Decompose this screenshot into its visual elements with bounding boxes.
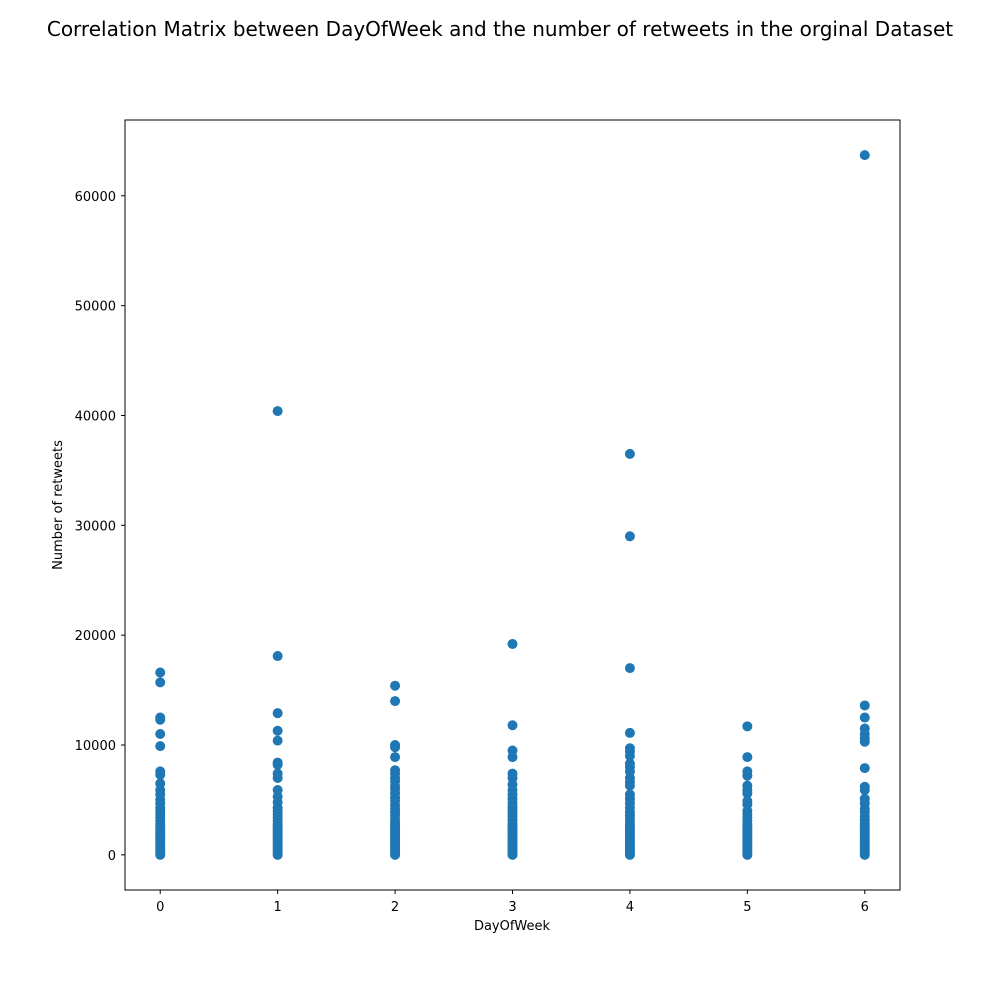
scatter-point <box>624 750 635 761</box>
scatter-point <box>155 849 166 860</box>
y-tick-label: 60000 <box>75 190 116 205</box>
scatter-point <box>624 531 635 542</box>
scatter-point <box>155 714 166 725</box>
scatter-point <box>859 150 870 161</box>
scatter-point <box>390 849 401 860</box>
scatter-point <box>155 667 166 678</box>
scatter-point <box>272 772 283 783</box>
scatter-point <box>859 785 870 796</box>
scatter-point <box>390 742 401 753</box>
x-tick-label: 2 <box>391 900 399 915</box>
scatter-point <box>507 849 518 860</box>
scatter-point <box>390 680 401 691</box>
scatter-point <box>272 725 283 736</box>
scatter-point <box>272 849 283 860</box>
scatter-point <box>272 651 283 662</box>
x-tick-label: 4 <box>626 900 634 915</box>
x-tick-label: 5 <box>743 900 751 915</box>
y-tick-label: 0 <box>108 849 116 864</box>
scatter-point <box>507 720 518 731</box>
scatter-point <box>390 752 401 763</box>
scatter-point <box>742 788 753 799</box>
scatter-point <box>859 736 870 747</box>
y-tick-label: 20000 <box>75 629 116 644</box>
y-tick-label: 40000 <box>75 409 116 424</box>
scatter-point <box>624 448 635 459</box>
scatter-point <box>272 735 283 746</box>
scatter-point <box>624 663 635 674</box>
y-tick-label: 10000 <box>75 739 116 754</box>
scatter-point <box>390 696 401 707</box>
scatter-point <box>624 849 635 860</box>
scatter-point <box>272 759 283 770</box>
scatter-point <box>272 406 283 417</box>
scatter-point <box>859 700 870 711</box>
y-tick-label: 30000 <box>75 519 116 534</box>
chart-title: Correlation Matrix between DayOfWeek and… <box>47 17 953 41</box>
scatter-point <box>155 729 166 740</box>
y-axis-label: Number of retweets <box>51 440 66 570</box>
scatter-point <box>155 769 166 780</box>
scatter-point <box>742 752 753 763</box>
scatter-point <box>272 708 283 719</box>
y-tick-label: 50000 <box>75 300 116 315</box>
scatter-point <box>859 849 870 860</box>
x-tick-label: 1 <box>274 900 282 915</box>
scatter-point <box>742 849 753 860</box>
scatter-point <box>742 721 753 732</box>
scatter-point <box>624 727 635 738</box>
scatter-points <box>155 150 870 860</box>
x-axis-ticks: 0 1 2 3 4 5 6 <box>156 890 869 915</box>
x-tick-label: 0 <box>156 900 164 915</box>
x-axis-label: DayOfWeek <box>474 919 551 934</box>
y-axis-ticks: 0 10000 20000 30000 40000 50000 60000 <box>75 190 125 864</box>
scatter-point <box>742 770 753 781</box>
scatter-point <box>155 677 166 688</box>
scatter-point <box>507 752 518 763</box>
scatter-point <box>859 712 870 723</box>
scatter-point <box>507 638 518 649</box>
scatter-point <box>859 763 870 774</box>
scatter-point <box>155 741 166 752</box>
x-tick-label: 3 <box>508 900 516 915</box>
x-tick-label: 6 <box>861 900 869 915</box>
scatter-point <box>624 780 635 791</box>
